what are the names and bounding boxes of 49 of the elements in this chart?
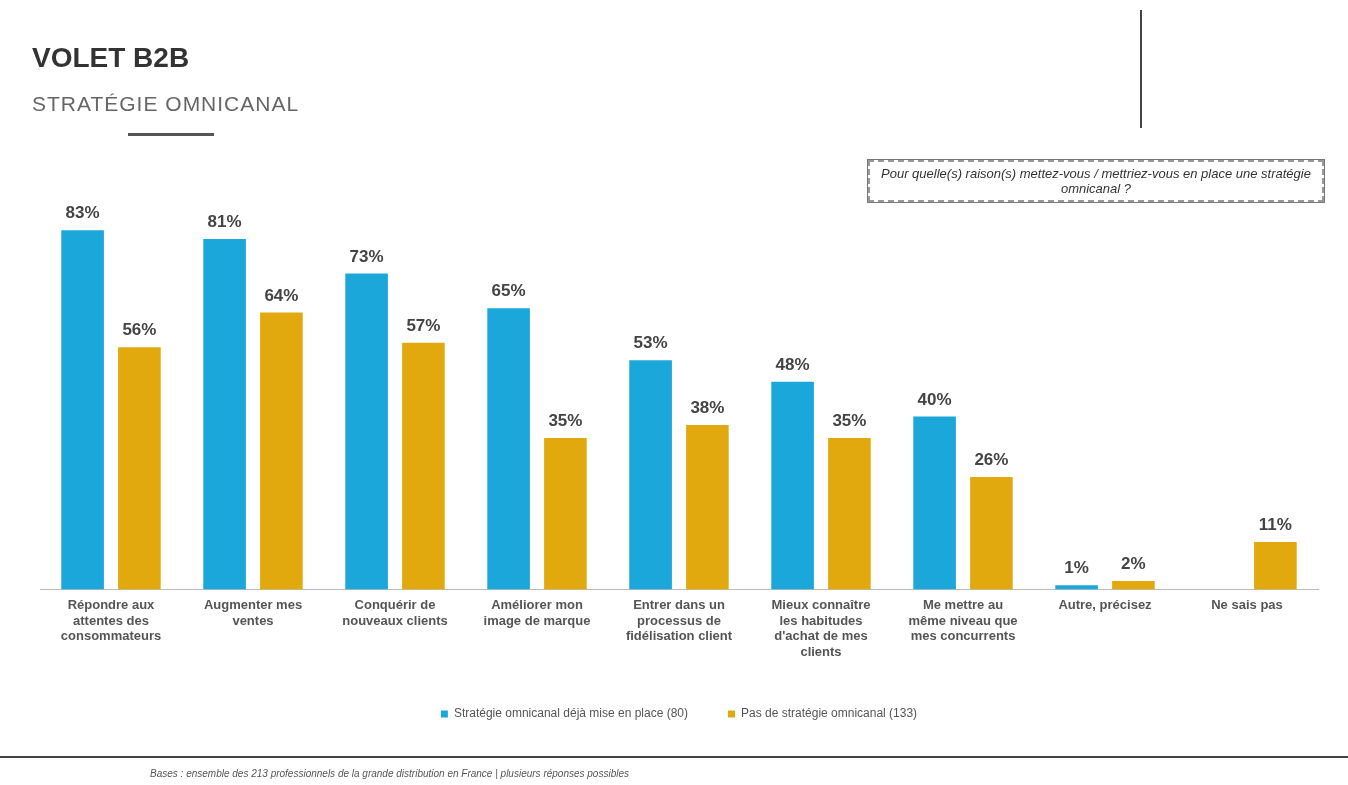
data-label: 1% <box>1064 558 1089 578</box>
bar <box>828 438 871 590</box>
data-label: 11% <box>1258 515 1292 535</box>
x-tick-label: Améliorer mon image de marque <box>483 596 591 628</box>
text: Bases : ensemble des 213 professionnels de la grande distribution en France | plusieurs réponses possibles <box>150 768 629 779</box>
x-tick-label: Augmenter mes ventes <box>203 596 303 628</box>
bar <box>260 312 303 590</box>
data-label: 57% <box>406 316 441 336</box>
x-tick-label: Ne sais pas <box>1211 596 1283 612</box>
text: Pour quelle(s) raison(s) mettez-vous / mettriez-vous en place une stratégie omnicanal ? <box>868 160 1324 202</box>
data-label: 2% <box>1121 554 1146 574</box>
data-label: 65% <box>491 281 526 301</box>
bar <box>913 416 956 590</box>
bar <box>1055 585 1098 590</box>
data-label: 64% <box>264 285 299 305</box>
bar <box>629 360 672 590</box>
x-tick-label: Conquérir de nouveaux clients <box>342 596 448 628</box>
chart-subtitle: STRATÉGIE OMNICANAL <box>32 92 300 116</box>
data-label: 38% <box>690 398 725 418</box>
data-label: 81% <box>207 212 242 232</box>
data-label: 56% <box>122 320 157 340</box>
bar <box>1112 580 1155 590</box>
bar <box>544 438 587 590</box>
data-label: 35% <box>548 411 583 431</box>
x-tick-label: Autre, précisez <box>1058 596 1153 612</box>
bar <box>1254 541 1297 590</box>
x-tick-label: Répondre aux attentes des consommateurs <box>60 596 162 644</box>
bar <box>402 342 445 590</box>
data-label: 83% <box>65 203 100 223</box>
x-tick-label: Entrer dans un processus de fidélisation client <box>625 596 733 644</box>
x-tick-label: Mieux connaître les habitudes d'achat de mes clients <box>771 596 871 659</box>
data-label: 53% <box>633 333 668 353</box>
legend-label: Pas de stratégie omnicanal (133) <box>741 706 918 721</box>
bar <box>771 381 814 590</box>
bar <box>970 477 1013 590</box>
data-label: 26% <box>974 450 1009 470</box>
data-label: 48% <box>775 355 810 374</box>
legend-label: Stratégie omnicanal déjà mise en place (80) <box>453 706 689 721</box>
data-label: 35% <box>832 411 867 431</box>
bar <box>345 273 388 590</box>
bar <box>203 238 246 590</box>
bar <box>118 347 161 590</box>
chart-title: VOLET B2B <box>32 42 190 74</box>
data-label: 40% <box>917 389 952 409</box>
bar <box>61 230 104 590</box>
bar <box>487 308 530 590</box>
x-tick-label: Me mettre au même niveau que mes concurrents <box>908 596 1018 644</box>
bar <box>686 425 729 590</box>
data-label: 73% <box>349 246 384 266</box>
